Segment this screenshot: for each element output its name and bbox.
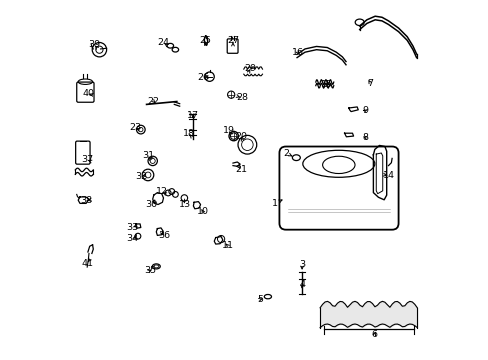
Text: 14: 14 [382, 171, 394, 180]
Text: 33: 33 [126, 223, 138, 232]
Text: 6: 6 [371, 330, 377, 338]
Text: 15: 15 [321, 80, 333, 89]
Text: 38: 38 [80, 196, 92, 205]
Text: 31: 31 [142, 151, 154, 160]
Text: 5: 5 [257, 295, 263, 304]
Text: 41: 41 [81, 258, 93, 268]
Text: 26: 26 [197, 72, 209, 81]
Text: 21: 21 [234, 165, 246, 174]
Text: 35: 35 [143, 266, 156, 275]
Text: 27: 27 [226, 36, 239, 45]
Text: 12: 12 [155, 187, 167, 196]
Text: 40: 40 [82, 89, 94, 98]
Text: 24: 24 [157, 38, 169, 47]
Text: 39: 39 [88, 40, 100, 49]
Text: 25: 25 [199, 36, 210, 45]
Text: 7: 7 [367, 79, 373, 88]
Text: 4: 4 [299, 280, 305, 289]
Text: 10: 10 [196, 207, 208, 216]
Text: 19: 19 [222, 126, 234, 135]
Text: 22: 22 [147, 97, 160, 106]
Text: 32: 32 [135, 172, 147, 181]
Text: 11: 11 [221, 241, 233, 250]
Text: 29: 29 [244, 64, 256, 73]
Text: 18: 18 [183, 129, 194, 138]
Text: 1: 1 [271, 199, 278, 208]
Text: 28: 28 [236, 94, 247, 102]
Text: 2: 2 [283, 149, 288, 158]
Text: 17: 17 [186, 111, 198, 120]
Text: 13: 13 [179, 199, 191, 209]
Text: 36: 36 [158, 231, 170, 240]
Text: 16: 16 [291, 48, 303, 57]
Text: 3: 3 [299, 260, 305, 269]
Text: 23: 23 [129, 123, 141, 132]
Text: 30: 30 [145, 199, 157, 209]
Text: 37: 37 [81, 155, 93, 164]
Text: 9: 9 [362, 107, 367, 115]
Text: 20: 20 [234, 132, 246, 140]
Text: 34: 34 [126, 234, 138, 243]
Text: 8: 8 [362, 133, 367, 142]
